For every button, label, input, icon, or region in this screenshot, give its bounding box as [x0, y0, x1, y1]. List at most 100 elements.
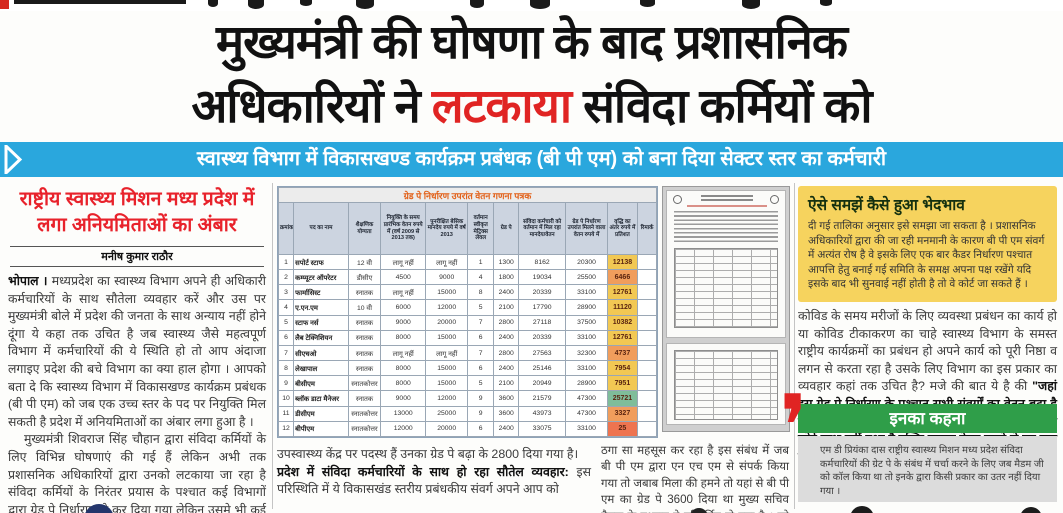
- table-cell: 11: [277, 405, 295, 422]
- letter-fragment: [356, 0, 374, 9]
- table-cell: 7: [466, 314, 495, 331]
- table-cell: स्नातक: [347, 360, 382, 377]
- table-cell: 15000: [425, 284, 468, 301]
- increase-amount-cell: 7954: [606, 360, 639, 377]
- table-cell: ब्लॉक डाटा मैनेजर: [293, 390, 349, 407]
- table-column-header: वर्तमान स्वीकृत मेट्रिक्स लेवल: [466, 202, 495, 255]
- table-cell: [637, 284, 657, 301]
- table-cell: 8: [466, 284, 495, 301]
- letter-fragment: [640, 0, 655, 7]
- increase-amount-cell: 12761: [606, 329, 639, 346]
- table-cell: 2100: [493, 299, 519, 316]
- table-column-header: पुनरीक्षित बेसिक मानदेय रुपये में वर्ष 2…: [425, 202, 468, 255]
- table-cell: 2100: [493, 375, 519, 392]
- table-cell: 6: [466, 420, 495, 438]
- table-column-header: रिमार्क: [637, 202, 657, 255]
- table-cell: 43973: [517, 405, 567, 422]
- table-header-row: क्रमांक पद का नाम शैक्षणिक योग्यता नियुक्ति…: [277, 202, 657, 255]
- table-cell: सपोर्ट स्टाफ: [293, 253, 349, 271]
- sub-headline-bar: स्वास्थ्य विभाग में विकासखण्ड कार्यक्रम …: [0, 142, 1063, 177]
- table-cell: ए.एन.एम: [293, 299, 349, 316]
- table-row: 1 सपोर्ट स्टाफ 12 वी लागू नहीं लागू नहीं 1 130…: [277, 253, 657, 271]
- table-cell: 25500: [565, 269, 608, 286]
- increase-amount-cell: 12138: [606, 253, 639, 271]
- table-cell: 15000: [425, 360, 468, 377]
- table-cell: [637, 269, 657, 286]
- table-cell: 4500: [380, 269, 427, 286]
- sub-headline-text: स्वास्थ्य विभाग में विकासखण्ड कार्यक्रम …: [196, 148, 887, 170]
- table-cell: 13000: [380, 405, 427, 422]
- seal-icon: [770, 195, 779, 204]
- table-cell: 9000: [425, 269, 468, 286]
- increase-amount-cell: 4737: [606, 344, 639, 362]
- table-cell: [637, 253, 657, 271]
- table-cell: स्नातक: [347, 344, 382, 362]
- table-cell: 8162: [517, 253, 567, 271]
- table-cell: 20339: [517, 329, 567, 346]
- table-cell: 1: [466, 253, 495, 271]
- table-cell: 15000: [425, 329, 468, 346]
- table-cell: 9: [466, 405, 495, 422]
- table-cell: 1800: [493, 269, 519, 286]
- left-column-headline: राष्ट्रीय स्वास्थ्य मिशन मध्य प्रदेश में…: [19, 188, 255, 236]
- table-row: 3 फार्मासिस्ट स्नातक लागू नहीं 15000 8 2400 203…: [277, 284, 657, 301]
- table-cell: 20000: [425, 314, 468, 331]
- table-row: 11 डीसीएम स्नातकोत्तर 13000 25000 9 3600 43973 4…: [277, 405, 657, 422]
- letter-fragment: [208, 0, 218, 7]
- table-cell: 21579: [517, 390, 567, 407]
- table-cell: 20949: [517, 375, 567, 392]
- continuation-column-wide: उपस्वास्थ्य केंद्र पर पदस्थ हैं उनका ग्र…: [277, 446, 591, 499]
- column-divider: [794, 183, 795, 509]
- table-cell: 9000: [380, 390, 427, 407]
- table-cell: 12000: [425, 390, 468, 407]
- table-cell: 12000: [380, 420, 427, 438]
- paragraph: मुख्यमंत्री शिवराज सिंह चौहान द्वारा संव…: [8, 432, 266, 513]
- table-row: 9 बीसीएम स्नातकोत्तर 8000 15000 5 2100 20949 289…: [277, 375, 657, 392]
- table-cell: 25146: [517, 360, 567, 377]
- table-cell: [637, 299, 657, 316]
- table-column-header: वृद्धि का अंतर रुपये में प्रतिशत: [606, 202, 639, 255]
- table-cell: स्नातक: [347, 329, 382, 346]
- table-cell: बीसीएम: [293, 375, 349, 392]
- table-cell: स्नातक: [347, 390, 382, 407]
- table-cell: [637, 390, 657, 407]
- run-in-subhead: प्रदेश में संविदा कर्मचारियों के साथ हो …: [277, 464, 569, 479]
- table-cell: 28900: [565, 299, 608, 316]
- table-cell: 5: [466, 375, 495, 392]
- seal-icon: [673, 195, 682, 204]
- table-cell: 37500: [565, 314, 608, 331]
- table-column-header: नियुक्ति के समय प्रारंभिक वेतन रुपये में…: [380, 202, 427, 255]
- table-cell: 33100: [565, 420, 608, 438]
- headline-accent-word: लटकाया: [431, 79, 572, 132]
- table-cell: [637, 360, 657, 377]
- table-row: 8 लेखापाल स्नातक 8000 15000 6 2400 25146 33100 79…: [277, 360, 657, 377]
- quote-text: एम डी प्रियंका दास राष्ट्रीय स्वास्थ्य म…: [820, 445, 1044, 497]
- table-cell: 5: [277, 314, 295, 331]
- table-cell: 9: [466, 390, 495, 407]
- table-cell: 27563: [517, 344, 567, 362]
- table-cell: 8000: [380, 360, 427, 377]
- table-column-header: पद का नाम: [293, 202, 349, 255]
- table-cell: [637, 329, 657, 346]
- table-cell: 2: [277, 269, 295, 286]
- table-cell: 33100: [565, 360, 608, 377]
- table-column-header: ग्रेड पे: [493, 202, 519, 255]
- table-column-header: संविदा कर्मचारी को वर्तमान में मिल रहा म…: [517, 202, 567, 255]
- table-row: 5 स्टाफ नर्स स्नातक 9000 20000 7 2800 27118 3750…: [277, 314, 657, 331]
- table-cell: स्टाफ नर्स: [293, 314, 349, 331]
- table-cell: 9000: [380, 314, 427, 331]
- table-cell: 12: [277, 420, 295, 438]
- table-cell: 4: [277, 299, 295, 316]
- table-cell: स्नातक: [347, 314, 382, 331]
- table-cell: 10: [277, 390, 295, 407]
- table-row: 7 सीएचओ स्नातक लागू नहीं लागू नहीं 7 2800 27563…: [277, 344, 657, 362]
- table-cell: फार्मासिस्ट: [293, 284, 349, 301]
- table-cell: लागू नहीं: [425, 253, 468, 271]
- table-cell: 20300: [565, 253, 608, 271]
- continuation-column-narrow: ठगा सा महसूस कर रहा है इस संबंध में जब ब…: [601, 443, 789, 513]
- cropped-previous-content: [0, 0, 1063, 11]
- table-cell: 15000: [425, 375, 468, 392]
- table-cell: 12000: [425, 299, 468, 316]
- document-page-1: [666, 190, 786, 338]
